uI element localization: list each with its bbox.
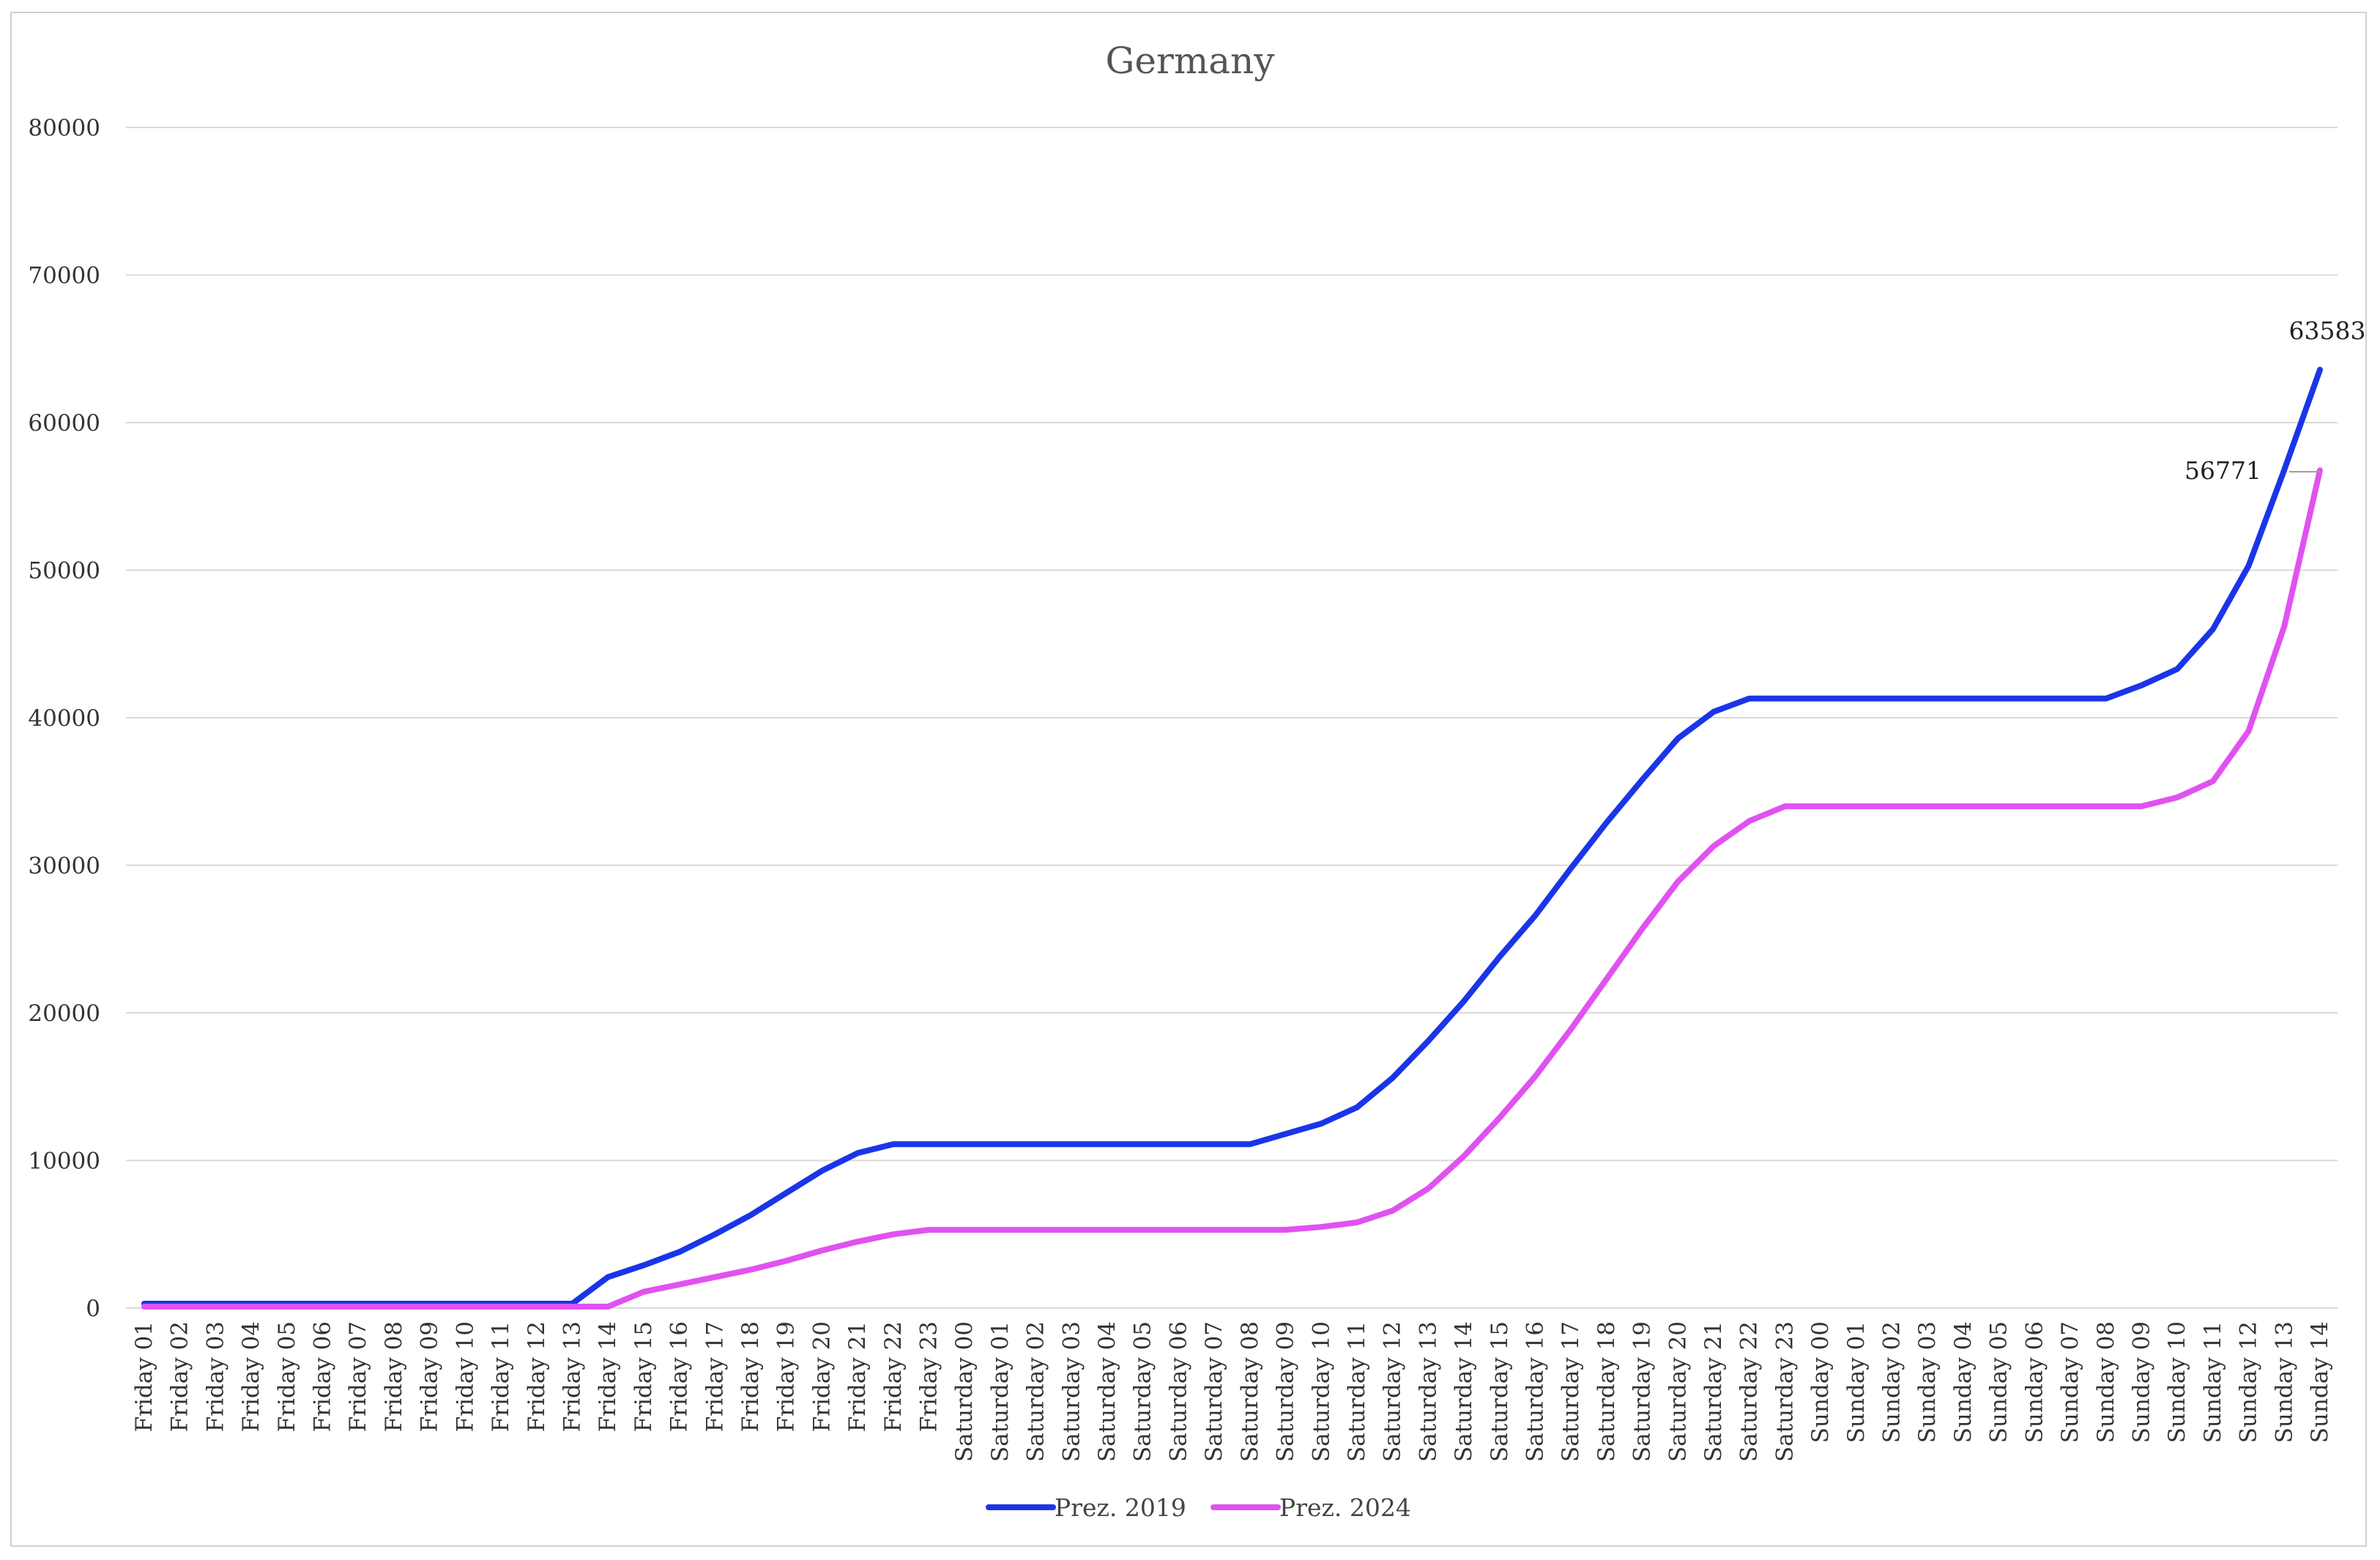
x-tick-label: Friday 03 — [202, 1321, 228, 1432]
x-tick-label: Saturday 19 — [1629, 1321, 1656, 1462]
x-tick-label: Friday 08 — [381, 1321, 407, 1432]
x-tick-label: Sunday 14 — [2307, 1321, 2333, 1443]
x-tick-label: Saturday 05 — [1130, 1321, 1156, 1462]
x-tick-label: Saturday 06 — [1165, 1321, 1191, 1462]
series-lines — [141, 366, 2323, 1310]
x-tick-label: Saturday 22 — [1736, 1321, 1763, 1462]
x-tick-label: Saturday 13 — [1415, 1321, 1441, 1462]
data-label: 56771 — [2184, 456, 2261, 485]
x-tick-label: Saturday 10 — [1308, 1321, 1334, 1462]
x-tick-label: Saturday 18 — [1594, 1321, 1620, 1462]
x-tick-label: Friday 06 — [310, 1321, 336, 1432]
data-label: 63583 — [2289, 316, 2366, 345]
x-tick-label: Saturday 15 — [1487, 1321, 1513, 1462]
series-line-2 — [141, 467, 2323, 1310]
x-axis-tick-labels: Friday 01 Friday 02 Friday 03 Friday 04 Frid… — [131, 1321, 2333, 1462]
legend: Prez. 2019 Prez. 2024 — [986, 1493, 1411, 1522]
x-tick-label: Friday 16 — [666, 1321, 693, 1432]
y-axis-tick-labels: 0 10000 20000 30000 40000 50000 60000 70000 8000… — [28, 115, 100, 1322]
x-tick-label: Friday 15 — [631, 1321, 657, 1432]
x-tick-label: Sunday 09 — [2128, 1321, 2154, 1443]
x-tick-label: Sunday 00 — [1807, 1321, 1834, 1443]
x-tick-label: Saturday 03 — [1058, 1321, 1085, 1462]
gridlines — [126, 127, 2338, 1309]
x-tick-label: Saturday 01 — [987, 1321, 1014, 1462]
x-tick-label: Saturday 00 — [951, 1321, 978, 1462]
x-tick-label: Sunday 05 — [1986, 1321, 2012, 1443]
x-tick-label: Saturday 07 — [1201, 1321, 1227, 1462]
x-tick-label: Saturday 16 — [1522, 1321, 1548, 1462]
x-tick-label: Sunday 08 — [2093, 1321, 2119, 1443]
x-tick-label: Sunday 10 — [2164, 1321, 2190, 1443]
y-tick-label: 50000 — [28, 558, 100, 584]
x-tick-label: Sunday 12 — [2236, 1321, 2262, 1443]
x-tick-label: Friday 17 — [702, 1321, 728, 1432]
chart-frame — [10, 12, 2367, 1547]
y-tick-label: 30000 — [28, 853, 100, 880]
x-tick-label: Saturday 17 — [1558, 1321, 1584, 1462]
x-tick-label: Sunday 07 — [2057, 1321, 2083, 1443]
legend-label: Prez. 2019 — [1055, 1493, 1186, 1522]
y-tick-label: 70000 — [28, 263, 100, 289]
x-tick-label: Saturday 23 — [1771, 1321, 1798, 1462]
y-tick-label: 0 — [86, 1296, 100, 1322]
x-tick-label: Friday 09 — [417, 1321, 443, 1432]
x-tick-label: Saturday 08 — [1237, 1321, 1263, 1462]
y-tick-label: 80000 — [28, 115, 100, 141]
x-tick-label: Friday 01 — [131, 1321, 157, 1432]
chart-title: Germany — [1105, 40, 1275, 82]
x-tick-label: Friday 10 — [452, 1321, 478, 1432]
y-tick-label: 10000 — [28, 1148, 100, 1175]
x-tick-label: Sunday 02 — [1879, 1321, 1905, 1443]
x-tick-label: Friday 12 — [524, 1321, 550, 1432]
x-tick-label: Sunday 01 — [1843, 1321, 1870, 1443]
x-tick-label: Saturday 02 — [1023, 1321, 1049, 1462]
legend-label: Prez. 2024 — [1279, 1493, 1411, 1522]
y-tick-label: 20000 — [28, 1000, 100, 1027]
x-tick-label: Friday 19 — [773, 1321, 800, 1432]
x-tick-label: Friday 21 — [844, 1321, 871, 1432]
x-tick-label: Friday 22 — [880, 1321, 907, 1432]
x-tick-label: Friday 05 — [274, 1321, 300, 1432]
data-labels: 63583 56771 — [2184, 316, 2365, 485]
x-tick-label: Friday 20 — [808, 1321, 835, 1432]
y-tick-label: 40000 — [28, 705, 100, 732]
x-tick-label: Sunday 03 — [1914, 1321, 1941, 1443]
x-tick-label: Sunday 13 — [2271, 1321, 2297, 1443]
x-tick-label: Sunday 11 — [2200, 1321, 2226, 1443]
x-tick-label: Friday 18 — [737, 1321, 764, 1432]
x-tick-label: Saturday 21 — [1700, 1321, 1727, 1462]
x-tick-label: Saturday 12 — [1380, 1321, 1406, 1462]
y-tick-label: 60000 — [28, 410, 100, 437]
x-tick-label: Friday 11 — [488, 1321, 514, 1432]
x-tick-label: Friday 04 — [238, 1321, 264, 1432]
series-line-1 — [141, 366, 2323, 1307]
x-tick-label: Friday 07 — [345, 1321, 371, 1432]
x-tick-label: Friday 23 — [916, 1321, 942, 1432]
x-tick-label: Saturday 14 — [1451, 1321, 1477, 1462]
x-tick-label: Friday 14 — [595, 1321, 621, 1432]
x-tick-label: Friday 13 — [559, 1321, 585, 1432]
x-tick-label: Saturday 04 — [1094, 1321, 1120, 1462]
x-tick-label: Sunday 04 — [1950, 1321, 1976, 1443]
x-tick-label: Saturday 20 — [1665, 1321, 1691, 1462]
x-tick-label: Sunday 06 — [2021, 1321, 2048, 1443]
x-tick-label: Saturday 11 — [1344, 1321, 1370, 1462]
x-tick-label: Saturday 09 — [1273, 1321, 1299, 1462]
x-tick-label: Friday 02 — [167, 1321, 193, 1432]
